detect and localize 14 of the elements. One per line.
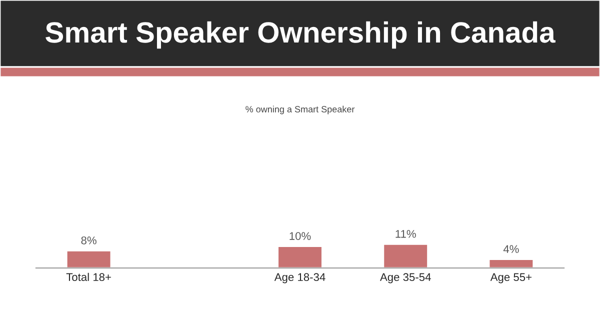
x-tick-label: Age 35-54	[380, 273, 431, 284]
data-label: 4%	[503, 245, 519, 253]
chart-title: Smart Speaker Ownership in Canada	[46, 21, 556, 49]
x-tick-label: Age 55+	[490, 273, 532, 284]
bar	[488, 258, 534, 268]
data-label: 8%	[81, 236, 96, 244]
x-tick-label: Age 18-34	[274, 273, 326, 284]
data-label: 10%	[290, 232, 311, 240]
data-label: 11%	[396, 230, 416, 238]
bar	[277, 246, 323, 268]
chart-subtitle: % owning a Smart Speaker	[246, 106, 355, 114]
bar	[66, 250, 112, 268]
x-tick-label: Total 18+	[66, 272, 111, 282]
bar	[382, 243, 428, 268]
